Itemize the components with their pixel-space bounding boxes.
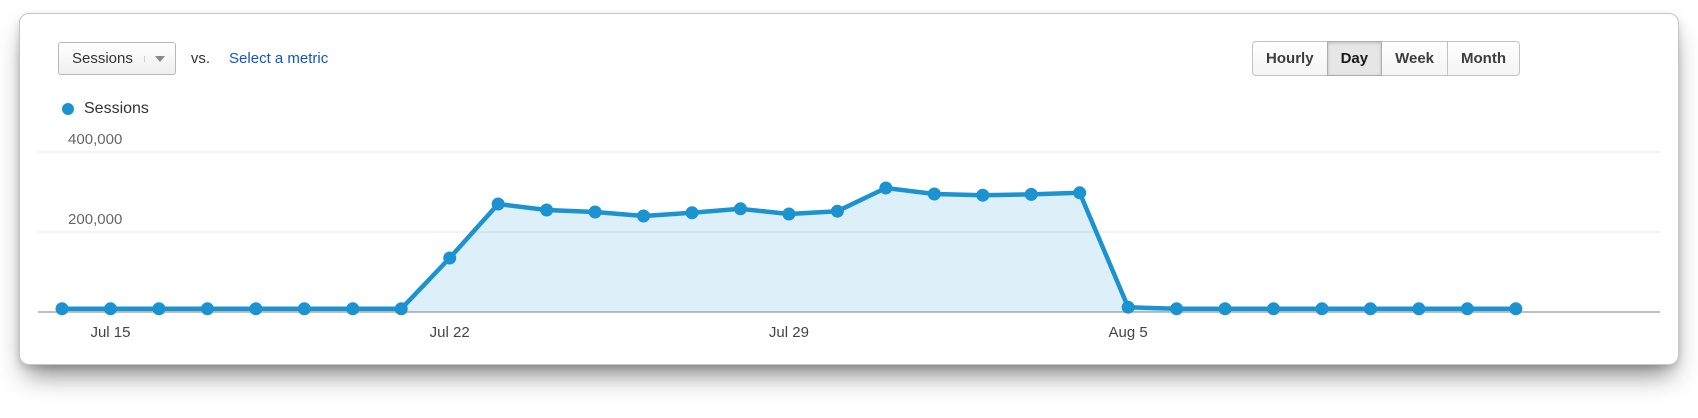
data-point[interactable] [297, 302, 311, 316]
legend-dot-icon [62, 103, 74, 115]
data-point[interactable] [1170, 302, 1184, 316]
data-point[interactable] [976, 188, 990, 202]
granularity-month-button[interactable]: Month [1447, 41, 1520, 76]
data-point[interactable] [103, 302, 117, 316]
data-point[interactable] [1412, 302, 1426, 316]
data-point[interactable] [782, 207, 796, 221]
analytics-chart-card: Sessions vs. Select a metric Hourly Day … [19, 13, 1679, 365]
y-axis-label: 200,000 [68, 211, 122, 228]
data-point[interactable] [637, 209, 651, 223]
chart-legend: Sessions [62, 100, 1678, 118]
data-point[interactable] [1121, 300, 1135, 314]
chart-area: 200,000 400,000 Jul 15 Jul 22 Jul 29 Aug 5 [20, 126, 1678, 354]
x-axis-label: Aug 5 [1109, 324, 1148, 341]
sessions-area-fill [62, 188, 1516, 312]
data-point[interactable] [443, 251, 457, 265]
granularity-toggle: Hourly Day Week Month [1252, 41, 1520, 76]
data-point[interactable] [55, 302, 69, 316]
legend-label: Sessions [84, 100, 149, 117]
data-point[interactable] [1315, 302, 1329, 316]
data-point[interactable] [346, 302, 360, 316]
data-point[interactable] [733, 202, 747, 216]
metric-selector-label: Sessions [72, 50, 133, 67]
data-point[interactable] [1218, 302, 1232, 316]
granularity-week-button[interactable]: Week [1381, 41, 1449, 76]
x-axis-label: Jul 29 [769, 324, 809, 341]
metric-selector-dropdown[interactable]: Sessions [58, 42, 176, 75]
granularity-hourly-button[interactable]: Hourly [1252, 41, 1328, 76]
data-point[interactable] [1363, 302, 1377, 316]
vs-label: vs. [190, 50, 211, 67]
data-point[interactable] [685, 206, 699, 220]
select-metric-link[interactable]: Select a metric [229, 50, 329, 67]
data-point[interactable] [588, 205, 602, 219]
data-point[interactable] [1073, 186, 1087, 200]
data-point[interactable] [249, 302, 263, 316]
data-point[interactable] [200, 302, 214, 316]
dropdown-caret-area [143, 55, 165, 62]
sessions-timeseries-chart: 200,000 400,000 Jul 15 Jul 22 Jul 29 Aug 5 [38, 131, 1660, 341]
chart-header: Sessions vs. Select a metric Hourly Day … [20, 14, 1678, 76]
data-point[interactable] [540, 203, 554, 217]
data-point[interactable] [1267, 302, 1281, 316]
chevron-down-icon [154, 55, 165, 62]
data-point[interactable] [1460, 302, 1474, 316]
data-point[interactable] [394, 302, 408, 316]
metric-controls: Sessions vs. Select a metric [58, 42, 328, 75]
data-point[interactable] [830, 204, 844, 218]
data-point[interactable] [927, 187, 941, 201]
granularity-day-button[interactable]: Day [1326, 41, 1383, 76]
data-point[interactable] [1509, 302, 1523, 316]
y-axis-label: 400,000 [68, 131, 122, 148]
x-axis-label: Jul 22 [430, 324, 470, 341]
data-point[interactable] [1024, 187, 1038, 201]
data-point[interactable] [152, 302, 166, 316]
data-point[interactable] [879, 181, 893, 195]
x-axis-label: Jul 15 [90, 324, 130, 341]
data-point[interactable] [491, 197, 505, 211]
